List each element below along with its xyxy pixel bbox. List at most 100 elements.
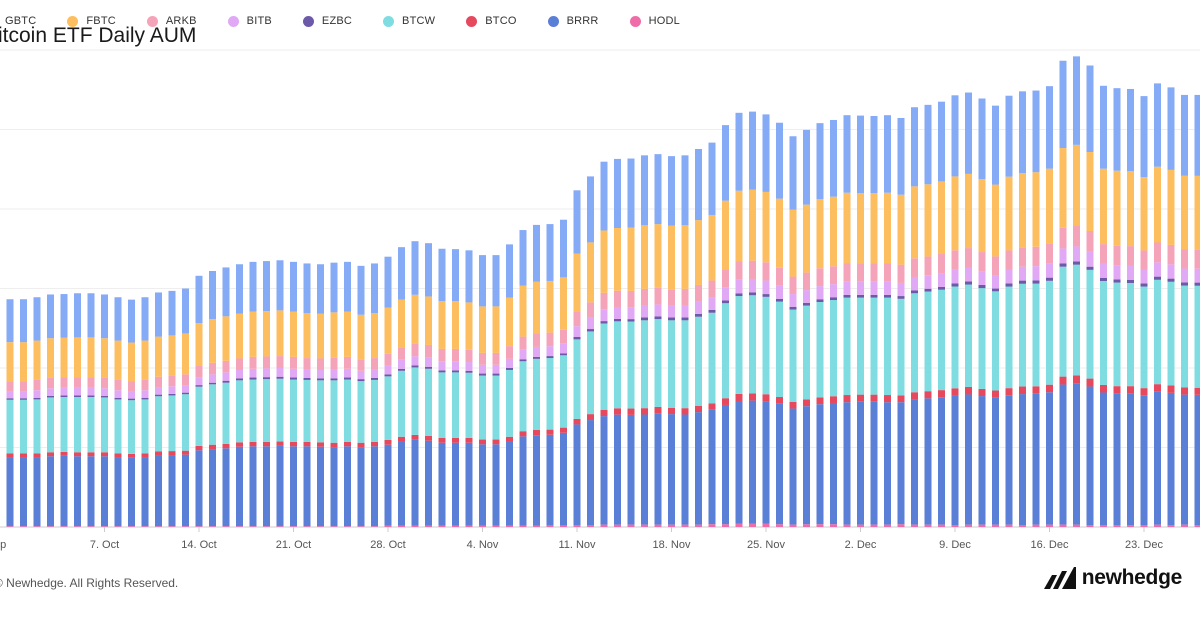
bar-gbtc-86[interactable] (1154, 83, 1161, 167)
bar-btcw-12[interactable] (155, 396, 162, 452)
bar-bitb-88[interactable] (1181, 268, 1188, 283)
bar-hodl-44[interactable] (587, 525, 594, 527)
bar-gbtc-18[interactable] (236, 264, 243, 314)
bar-ezbc-77[interactable] (1032, 280, 1040, 284)
bar-bitb-79[interactable] (1059, 248, 1067, 264)
bar-btcw-3[interactable] (33, 399, 41, 454)
bar-btcw-33[interactable] (438, 372, 446, 438)
bar-ezbc-51[interactable] (681, 317, 689, 321)
bar-brrr-4[interactable] (47, 456, 54, 527)
bar-gbtc-40[interactable] (533, 224, 540, 282)
bar-fbtc-68[interactable] (911, 186, 918, 259)
bar-arkb-88[interactable] (1181, 249, 1188, 269)
bar-fbtc-5[interactable] (60, 337, 68, 378)
bar-brrr-79[interactable] (1059, 384, 1067, 525)
bar-hodl-48[interactable] (641, 524, 648, 527)
legend-item-fbtc[interactable]: FBTC (67, 15, 116, 27)
bar-bitb-20[interactable] (263, 368, 270, 378)
bar-btco-43[interactable] (573, 418, 581, 425)
legend-item-btcw[interactable]: BTCW (383, 15, 435, 27)
bar-btcw-17[interactable] (222, 382, 230, 444)
bar-gbtc-20[interactable] (263, 261, 270, 312)
bar-btcw-8[interactable] (101, 397, 108, 453)
bar-btcw-58[interactable] (776, 301, 783, 398)
bar-hodl-55[interactable] (735, 523, 743, 527)
bar-bitb-17[interactable] (222, 372, 230, 381)
bar-btco-45[interactable] (600, 409, 608, 417)
bar-fbtc-80[interactable] (1073, 144, 1080, 226)
bar-arkb-4[interactable] (47, 377, 54, 389)
bar-gbtc-76[interactable] (1019, 91, 1026, 174)
bar-btco-14[interactable] (182, 450, 189, 455)
bar-hodl-9[interactable] (114, 526, 122, 527)
bar-bitb-29[interactable] (384, 365, 392, 375)
bar-brrr-20[interactable] (263, 446, 270, 527)
bar-brrr-34[interactable] (452, 442, 459, 526)
bar-gbtc-59[interactable] (789, 136, 797, 210)
bar-hodl-71[interactable] (951, 525, 959, 527)
bar-brrr-75[interactable] (1005, 395, 1013, 525)
bar-brrr-36[interactable] (479, 444, 486, 526)
bar-ezbc-67[interactable] (897, 296, 905, 299)
bar-arkb-33[interactable] (438, 348, 446, 362)
bar-arkb-17[interactable] (222, 360, 230, 373)
bar-btcw-21[interactable] (276, 378, 284, 442)
bar-bitb-87[interactable] (1167, 264, 1175, 279)
bar-ezbc-74[interactable] (992, 288, 999, 292)
bar-brrr-64[interactable] (857, 401, 864, 525)
bar-btcw-82[interactable] (1100, 280, 1107, 385)
bar-fbtc-67[interactable] (897, 194, 905, 265)
bar-btco-28[interactable] (371, 441, 378, 447)
bar-ezbc-36[interactable] (479, 373, 486, 376)
bar-brrr-62[interactable] (830, 402, 837, 525)
bar-gbtc-32[interactable] (425, 243, 432, 297)
legend-item-bitb[interactable]: BITB (227, 15, 272, 27)
bar-btcw-78[interactable] (1046, 280, 1053, 385)
bar-ezbc-12[interactable] (155, 394, 162, 397)
bar-arkb-46[interactable] (614, 290, 621, 308)
bar-brrr-49[interactable] (654, 413, 662, 525)
bar-btcw-15[interactable] (195, 386, 203, 446)
bar-btcw-62[interactable] (830, 300, 837, 397)
bar-btcw-11[interactable] (141, 399, 149, 454)
bar-arkb-37[interactable] (492, 352, 500, 365)
bar-bitb-45[interactable] (600, 309, 608, 322)
bar-hodl-26[interactable] (344, 526, 351, 527)
bar-fbtc-8[interactable] (101, 338, 108, 378)
bar-btcw-47[interactable] (627, 321, 635, 409)
bar-btco-77[interactable] (1032, 386, 1040, 394)
bar-ezbc-14[interactable] (182, 392, 189, 395)
bar-fbtc-4[interactable] (47, 338, 54, 378)
bar-bitb-80[interactable] (1073, 246, 1080, 262)
bar-ezbc-71[interactable] (951, 283, 959, 287)
bar-gbtc-7[interactable] (87, 293, 95, 338)
bar-brrr-17[interactable] (222, 448, 230, 527)
bar-fbtc-52[interactable] (695, 220, 702, 285)
bar-gbtc-73[interactable] (978, 98, 986, 180)
bar-gbtc-24[interactable] (317, 264, 324, 314)
bar-arkb-47[interactable] (627, 290, 635, 308)
bar-fbtc-13[interactable] (168, 335, 176, 376)
bar-bitb-33[interactable] (438, 361, 446, 371)
legend-item-arkb[interactable]: ARKB (146, 15, 197, 27)
bar-gbtc-14[interactable] (182, 288, 189, 334)
bar-arkb-41[interactable] (546, 332, 554, 347)
bar-brrr-3[interactable] (33, 457, 41, 527)
bar-arkb-45[interactable] (600, 292, 608, 310)
bar-gbtc-17[interactable] (222, 267, 230, 317)
bar-hodl-29[interactable] (384, 525, 392, 527)
bar-btco-34[interactable] (452, 437, 459, 443)
bar-hodl-73[interactable] (978, 524, 986, 527)
bar-ezbc-55[interactable] (735, 293, 743, 297)
bar-arkb-16[interactable] (209, 362, 216, 375)
bar-btco-73[interactable] (978, 388, 986, 397)
bar-brrr-30[interactable] (398, 441, 405, 526)
bar-arkb-70[interactable] (938, 254, 945, 274)
bar-btcw-85[interactable] (1140, 286, 1148, 389)
bar-fbtc-44[interactable] (587, 242, 594, 303)
bar-ezbc-4[interactable] (47, 395, 54, 398)
bar-ezbc-34[interactable] (452, 370, 459, 373)
bar-brrr-39[interactable] (519, 436, 527, 526)
bar-btcw-61[interactable] (816, 302, 824, 398)
bar-arkb-28[interactable] (371, 358, 378, 370)
